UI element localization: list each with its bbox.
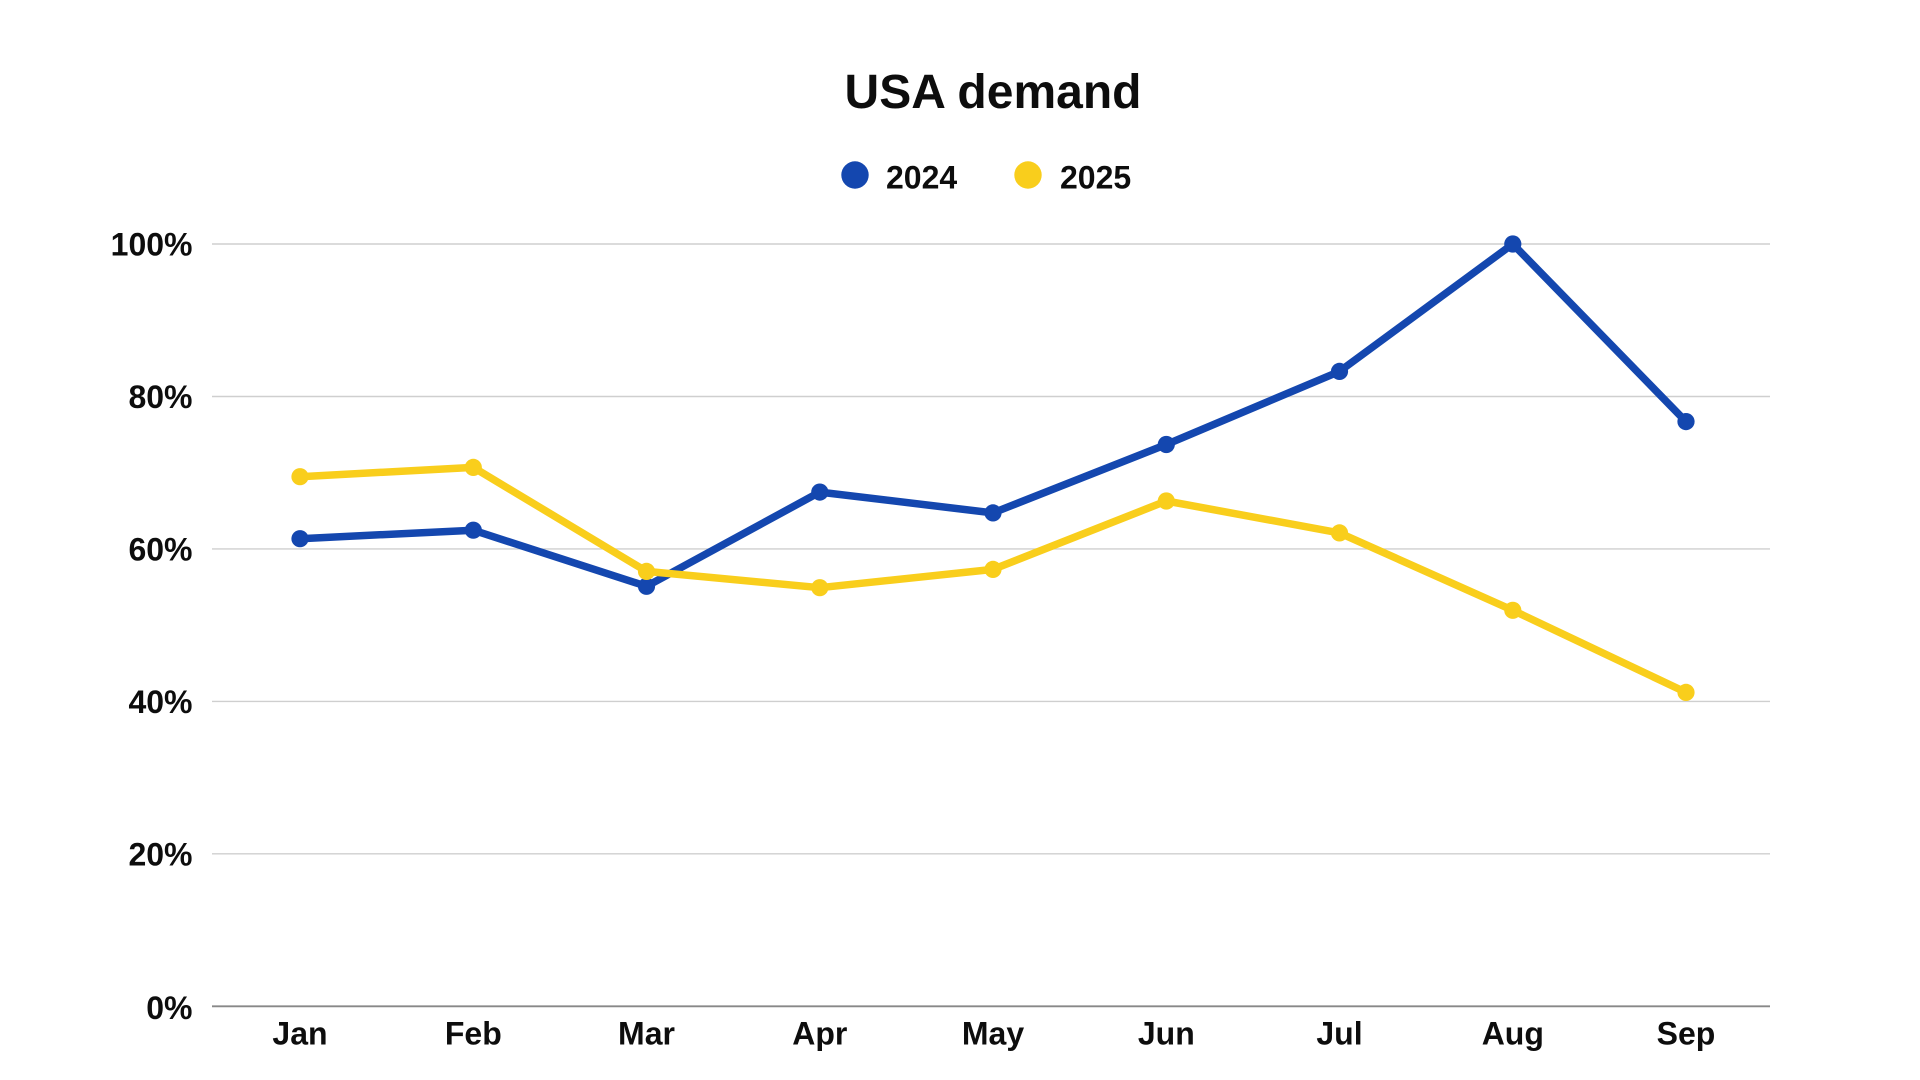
svg-text:Feb: Feb: [445, 1016, 502, 1052]
svg-text:2024: 2024: [886, 160, 957, 196]
svg-text:20%: 20%: [128, 836, 192, 872]
svg-text:80%: 80%: [128, 379, 192, 415]
svg-text:Mar: Mar: [618, 1016, 675, 1052]
svg-text:2025: 2025: [1060, 160, 1131, 196]
svg-text:Sep: Sep: [1657, 1016, 1716, 1052]
svg-text:0%: 0%: [146, 990, 192, 1026]
svg-text:Aug: Aug: [1482, 1016, 1544, 1052]
svg-text:40%: 40%: [128, 684, 192, 720]
svg-text:Jan: Jan: [272, 1016, 327, 1052]
svg-text:May: May: [962, 1016, 1024, 1052]
svg-text:60%: 60%: [128, 531, 192, 567]
svg-text:100%: 100%: [111, 227, 193, 263]
svg-text:Apr: Apr: [792, 1016, 847, 1052]
svg-text:Jun: Jun: [1138, 1016, 1195, 1052]
svg-text:USA demand: USA demand: [845, 66, 1142, 119]
svg-text:Jul: Jul: [1316, 1016, 1362, 1052]
